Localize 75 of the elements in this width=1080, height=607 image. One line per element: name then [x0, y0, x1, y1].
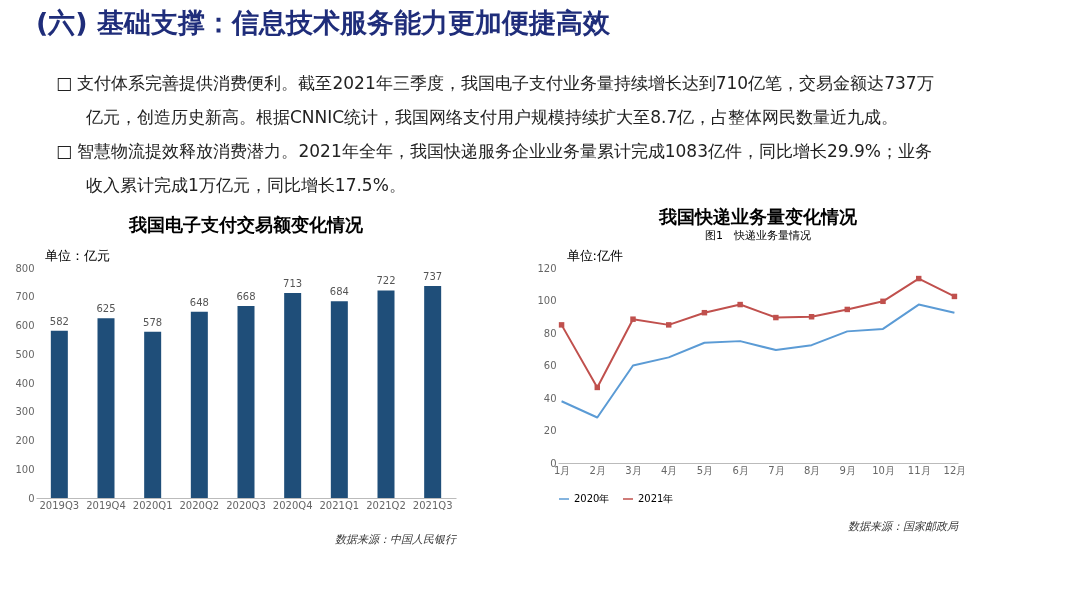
bar [284, 293, 302, 498]
data-label: 737 [423, 271, 443, 283]
y-axis-title: 单位：亿元 [44, 247, 110, 263]
chart-title: 我国快递业务量变化情况 [658, 206, 858, 227]
y-tick-label: 20 [543, 425, 557, 436]
x-tick-label: 11月 [907, 464, 931, 476]
bar [50, 330, 68, 498]
x-tick-label: 9月 [839, 464, 856, 476]
bar [377, 290, 395, 498]
text: (六) 基础支撑：信息技术服务能力更加便捷高效 [36, 7, 612, 38]
legend-label: 2021年 [638, 493, 674, 504]
y-tick-label: 600 [15, 320, 35, 331]
x-tick-label: 12月 [943, 464, 967, 476]
point [737, 301, 743, 308]
x-tick-label: 2020Q1 [132, 499, 173, 511]
x-tick-label: 2020Q3 [226, 499, 266, 511]
x-tick-label: 2019Q4 [86, 499, 126, 511]
point [665, 322, 672, 328]
point [773, 314, 779, 321]
text: □ 支付体系完善提供消费便利。截至2021年三季度，我国电子支付业务量持续增长达到710亿笔，交易金额达737万 [56, 73, 934, 93]
x-tick-label: 10月 [872, 464, 895, 476]
chart-title: 我国电子支付交易额变化情况 [128, 214, 364, 235]
data-label: 578 [143, 316, 163, 328]
y-tick-label: 700 [15, 291, 35, 303]
x-tick-label: 8月 [803, 464, 821, 476]
x-tick-label: 3月 [625, 464, 642, 476]
text: □ 智慧物流提效释放消费潜力。2021年全年，我国快递服务企业业务量累计完成1083亿件，同比增长29.9%；业务 [56, 141, 932, 161]
legend-label: 2020年 [574, 493, 610, 504]
y-tick-label: 200 [15, 435, 35, 446]
chart-subtitle: 图1 快递业务量情况 [705, 229, 811, 242]
line-series [560, 303, 956, 419]
y-axis-title: 单位:亿件 [566, 247, 623, 263]
x-tick-label: 2021Q2 [366, 499, 406, 511]
data-label: 625 [96, 303, 116, 315]
x-tick-label: 2021Q1 [319, 499, 360, 511]
source-note: 数据来源：中国人民银行 [335, 533, 458, 546]
x-tick-label: 2月 [589, 464, 606, 476]
point [558, 322, 565, 328]
point [630, 316, 636, 322]
text: 收入累计完成1万亿元，同比增长17.5%。 [86, 175, 406, 195]
x-tick-label: 2020Q4 [272, 499, 313, 511]
bar [144, 331, 162, 498]
y-tick-label: 500 [15, 348, 35, 360]
y-tick-label: 80 [543, 327, 557, 339]
data-label: 582 [49, 315, 69, 327]
x-tick-label: 2020Q2 [179, 499, 220, 511]
bar [237, 305, 255, 498]
y-tick-label: 60 [543, 360, 557, 371]
data-label: 648 [189, 296, 209, 308]
bar [190, 311, 208, 498]
bar [97, 318, 115, 498]
y-tick-label: 100 [537, 295, 557, 306]
y-tick-label: 0 [550, 457, 557, 469]
y-tick-label: 120 [537, 262, 557, 274]
y-tick-label: 800 [15, 262, 35, 274]
point [880, 298, 886, 305]
x-tick-label: 2019Q3 [39, 499, 80, 511]
data-label: 722 [376, 275, 396, 287]
x-tick-label: 5月 [696, 464, 714, 476]
data-label: 684 [329, 286, 349, 298]
bar [424, 286, 442, 498]
x-tick-label: 6月 [732, 464, 749, 476]
y-tick-label: 0 [28, 492, 35, 504]
y-tick-label: 100 [15, 463, 35, 475]
y-tick-label: 40 [543, 392, 557, 404]
x-tick-label: 2021Q3 [412, 499, 453, 511]
source-note: 数据来源：国家邮政局 [848, 520, 959, 533]
text: 亿元，创造历史新高。根据CNNIC统计，我国网络支付用户规模持续扩大至8.7亿，占整体网民数量近九成。 [85, 107, 899, 127]
x-tick-label: 7月 [768, 464, 785, 476]
x-tick-label: 4月 [661, 464, 678, 476]
data-label: 668 [236, 290, 256, 302]
data-label: 713 [283, 278, 303, 290]
bar [330, 301, 348, 498]
y-tick-label: 300 [15, 406, 35, 418]
y-tick-label: 400 [15, 377, 35, 389]
